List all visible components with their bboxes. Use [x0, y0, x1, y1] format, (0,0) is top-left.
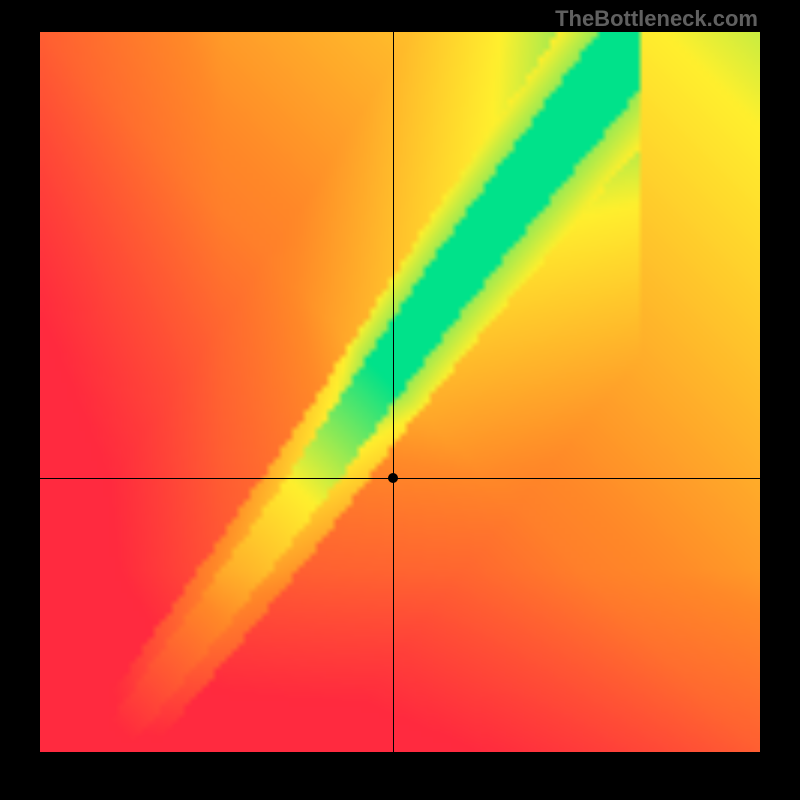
chart-container: TheBottleneck.com	[0, 0, 800, 800]
crosshair-vertical	[393, 32, 394, 752]
data-point-marker	[388, 473, 398, 483]
watermark-text: TheBottleneck.com	[555, 6, 758, 32]
heatmap-canvas	[40, 32, 760, 752]
crosshair-horizontal	[40, 478, 760, 479]
heatmap-plot	[40, 32, 760, 752]
